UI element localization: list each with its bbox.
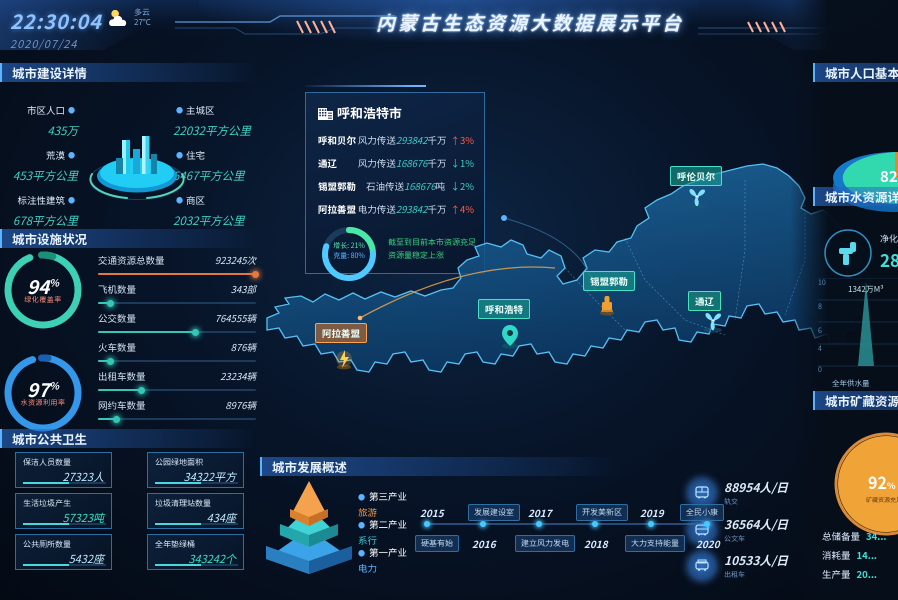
svg-text:82: 82 (880, 166, 898, 187)
svg-text:1342万M³: 1342万M³ (848, 284, 884, 295)
svg-text:矿藏资源充足: 矿藏资源充足 (866, 495, 898, 504)
